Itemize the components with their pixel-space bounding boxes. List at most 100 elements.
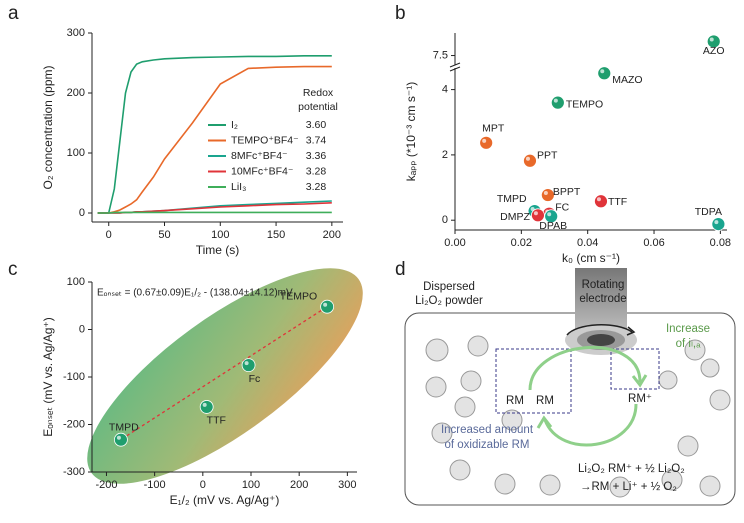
x-tick-label: -200 <box>95 479 117 491</box>
point <box>550 95 565 110</box>
electrode <box>575 268 627 330</box>
legend-label: 10MFc⁺BF4⁻ <box>231 165 294 177</box>
point-highlight <box>482 138 487 143</box>
rotation-arrow <box>566 324 633 336</box>
y-tick-label: 200 <box>67 87 85 99</box>
diagram-text: Increase <box>666 323 710 335</box>
diagram-text: of iₗ,ₐ <box>676 338 701 350</box>
point <box>479 135 494 150</box>
x-tick-label: -100 <box>144 479 166 491</box>
legend-potential: 3.28 <box>306 165 327 177</box>
legend-label: 8MFc⁺BF4⁻ <box>231 150 288 162</box>
point-highlight <box>600 69 605 74</box>
point-label: DMPZ <box>500 211 530 223</box>
point <box>199 400 214 414</box>
x-tick-label: 0.08 <box>710 237 731 249</box>
panel-label: c <box>8 259 18 280</box>
y-tick-label: 0 <box>79 323 85 335</box>
legend-label: I₂ <box>231 119 238 131</box>
point-label: TTF <box>608 196 627 208</box>
x-axis-title: E₁/₂ (mV vs. Ag/Ag⁺) <box>170 493 280 507</box>
point-label: DPAB <box>539 220 567 232</box>
particles <box>425 335 731 498</box>
point-highlight <box>543 191 548 196</box>
line-series <box>97 55 332 214</box>
point <box>114 432 128 447</box>
y-axis-title: Eₒₙₛₑₜ (mV vs. Ag/Ag⁺) <box>41 317 55 436</box>
point-highlight <box>709 37 714 42</box>
point-label: BPPT <box>553 186 581 198</box>
annotation: Eₒₙₛₑₜ = (0.67±0.09)E₁/₂ - (138.04±14.12… <box>97 288 293 299</box>
point <box>594 194 608 209</box>
point-label: TMPD <box>109 421 139 433</box>
point-highlight <box>244 361 249 366</box>
line-series <box>97 65 332 214</box>
y-tick-label: 0 <box>442 214 448 226</box>
diagram-text: Dispersed <box>423 281 475 293</box>
diagram-text: RM <box>536 395 554 407</box>
diagram-text: Increased amount <box>441 424 534 436</box>
x-axis-title: k₀ (cm s⁻¹) <box>562 251 620 265</box>
legend-potential: 3.28 <box>306 181 327 193</box>
y-axis-title: kₐₚₚ (*10⁻³ cm s⁻¹) <box>404 82 418 181</box>
confidence-ellipse <box>87 268 363 484</box>
diagram-text: Rotating <box>582 279 625 291</box>
point-label: PPT <box>537 150 558 162</box>
point <box>320 299 335 314</box>
dashed-region <box>610 348 660 390</box>
diagram-text: electrode <box>579 293 626 305</box>
y-tick-label: 100 <box>67 276 85 288</box>
y-tick-label: 2 <box>442 149 448 161</box>
diagram-text: of oxidizable RM <box>444 439 529 451</box>
point-label: AZO <box>703 45 725 57</box>
point-label: Fc <box>249 373 261 385</box>
line-series <box>97 202 332 214</box>
x-tick-label: 100 <box>211 229 229 241</box>
x-axis-title: Time (s) <box>196 243 240 257</box>
point-highlight <box>596 197 601 202</box>
panel-label: a <box>8 3 19 24</box>
legend-title: potential <box>298 101 338 113</box>
cell-box <box>404 312 736 506</box>
panel-label: b <box>395 3 406 24</box>
x-tick-label: 150 <box>267 229 285 241</box>
legend-potential: 3.36 <box>306 150 327 162</box>
cycle-arrow <box>528 345 642 391</box>
panel-label: d <box>395 259 406 280</box>
y-tick-label: 7.5 <box>433 49 448 61</box>
y-tick-label: -200 <box>63 418 85 430</box>
rotation-arrow <box>626 326 636 336</box>
point-label: FC <box>555 201 569 213</box>
legend-title: Redox <box>303 87 334 99</box>
y-axis-title: O₂ concentration (ppm) <box>41 65 55 189</box>
point-label: MPT <box>482 123 505 135</box>
diagram-text: RM <box>506 395 524 407</box>
point-label: MAZO <box>612 74 642 86</box>
diagram-text: RM⁺ <box>628 393 652 405</box>
x-tick-label: 200 <box>323 229 341 241</box>
point-highlight <box>553 98 558 103</box>
point-highlight <box>547 212 552 217</box>
point-highlight <box>714 220 719 225</box>
diagram: Dispersed Li₂O₂ powder Rotating electrod… <box>404 268 736 506</box>
legend-label: TEMPO⁺BF4⁻ <box>231 134 299 146</box>
y-tick-label: 100 <box>67 147 85 159</box>
legend-potential: 3.74 <box>306 134 327 146</box>
x-tick-label: 0 <box>200 479 206 491</box>
fit-line <box>126 306 328 437</box>
x-tick-label: 100 <box>242 479 260 491</box>
axis-break <box>449 62 461 68</box>
cycle-arrow <box>536 415 553 429</box>
x-tick-label: 0.04 <box>577 237 598 249</box>
point-label: TDPA <box>695 206 722 218</box>
electrode-tip <box>587 334 615 346</box>
line-series <box>97 211 332 214</box>
legend-label: LiI₃ <box>231 181 246 193</box>
x-tick-label: 300 <box>338 479 356 491</box>
x-tick-label: 0.02 <box>511 237 532 249</box>
point-highlight <box>323 302 328 307</box>
point-label: TMPD <box>497 193 527 205</box>
y-tick-label: -100 <box>63 371 85 383</box>
y-tick-label: -300 <box>63 466 85 478</box>
x-tick-label: 0 <box>106 229 112 241</box>
